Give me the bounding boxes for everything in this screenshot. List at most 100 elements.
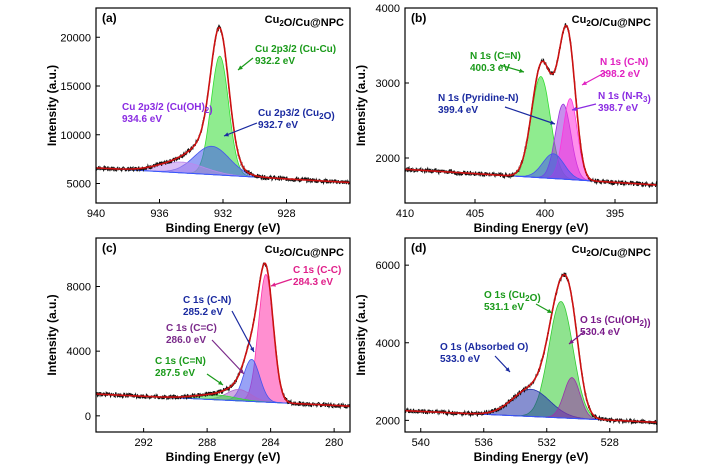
plot-area bbox=[405, 22, 657, 189]
panel-label: (d) bbox=[411, 241, 426, 255]
x-tick-label: 528 bbox=[601, 437, 619, 449]
annotation-arrowhead bbox=[224, 132, 229, 137]
plot-area bbox=[96, 262, 350, 410]
annotation-energy: 932.7 eV bbox=[258, 120, 298, 131]
annotation-arrow bbox=[504, 106, 556, 125]
panel-title: Cu2O/Cu@NPC bbox=[572, 14, 651, 29]
x-tick-label: 932 bbox=[214, 208, 232, 220]
plot-area bbox=[96, 24, 350, 186]
panel-title: Cu2O/Cu@NPC bbox=[265, 244, 344, 259]
peak-annotation: O 1s (Cu(OH2))530.4 eV bbox=[568, 315, 651, 345]
annotation-arrow bbox=[223, 122, 258, 137]
panel-label: (c) bbox=[102, 241, 117, 255]
annotation-energy: 398.7 eV bbox=[598, 103, 638, 114]
x-tick-label: 405 bbox=[466, 208, 484, 220]
plot-area bbox=[405, 272, 657, 426]
peak-annotation: O 1s (Absorbed O)533.0 eV bbox=[440, 342, 528, 373]
component-peak bbox=[96, 145, 350, 183]
x-tick-label: 280 bbox=[325, 437, 343, 449]
x-axis-label: Binding Energy (eV) bbox=[474, 450, 589, 464]
annotation-arrowhead bbox=[249, 347, 254, 352]
plot-frame bbox=[404, 7, 658, 204]
y-tick-label: 10000 bbox=[60, 130, 91, 142]
y-tick-label: 4000 bbox=[376, 3, 400, 15]
plot-frame bbox=[404, 237, 658, 433]
annotation-name: Cu 2p3/2 (Cu-Cu) bbox=[255, 44, 336, 55]
annotation-arrowhead bbox=[239, 369, 244, 374]
panel-c: 292 288 284 280 0 4000 8000 Binding Energy (eV)… bbox=[45, 237, 351, 464]
annotation-arrowhead bbox=[505, 367, 510, 372]
annotation-energy: 285.2 eV bbox=[183, 307, 223, 318]
annotation-energy: 934.6 eV bbox=[122, 114, 162, 125]
annotation-name: C 1s (C-C) bbox=[293, 265, 341, 276]
x-tick-label: 936 bbox=[150, 208, 168, 220]
panel-d: 540 536 532 528 2000 4000 6000 Binding Energy (… bbox=[354, 237, 658, 464]
panel-a: 940 936 932 928 5000 10000 15000 20000 Binding E… bbox=[45, 7, 351, 235]
annotation-arrowhead bbox=[218, 380, 223, 385]
x-tick-label: 928 bbox=[277, 208, 295, 220]
peak-annotation: N 1s (Pyridine-N)399.4 eV bbox=[438, 93, 556, 125]
peak-annotation: C 1s (C=N)287.5 eV bbox=[155, 356, 224, 386]
y-tick-label: 5000 bbox=[67, 179, 91, 191]
y-tick-label: 6000 bbox=[376, 260, 400, 272]
annotation-energy: 531.1 eV bbox=[484, 302, 524, 313]
annotation-name: C 1s (C=N) bbox=[155, 356, 206, 367]
peak-annotation: C 1s (C=C)286.0 eV bbox=[166, 323, 245, 375]
annotation-energy: 287.5 eV bbox=[155, 368, 195, 379]
annotation-arrow bbox=[231, 310, 255, 353]
annotation-energy: 533.0 eV bbox=[440, 354, 480, 365]
annotation-arrowhead bbox=[519, 68, 524, 73]
y-tick-label: 3000 bbox=[376, 78, 400, 90]
annotation-energy: 530.4 eV bbox=[580, 327, 620, 338]
annotation-name: O 1s (Cu2O) bbox=[484, 290, 541, 304]
raw-spectrum-line bbox=[96, 262, 350, 410]
fitted-envelope-line bbox=[96, 26, 350, 184]
x-tick-label: 940 bbox=[87, 208, 105, 220]
annotation-arrowhead bbox=[547, 308, 552, 313]
annotation-arrowhead bbox=[569, 339, 574, 344]
peak-annotation: C 1s (C-N)285.2 eV bbox=[183, 295, 255, 353]
y-tick-label: 0 bbox=[85, 411, 91, 423]
annotation-arrowhead bbox=[238, 65, 243, 70]
annotation-arrowhead bbox=[582, 80, 587, 85]
x-tick-label: 395 bbox=[606, 208, 624, 220]
y-axis-label: Intensity (a.u.) bbox=[45, 65, 59, 146]
peak-annotation: N 1s (C-N)398.2 eV bbox=[581, 57, 648, 86]
annotation-name: N 1s (C=N) bbox=[470, 51, 521, 62]
x-tick-label: 540 bbox=[412, 437, 430, 449]
y-axis-label: Intensity (a.u.) bbox=[45, 294, 59, 375]
x-axis-label: Binding Energy (eV) bbox=[474, 221, 589, 235]
panel-title: Cu2O/Cu@NPC bbox=[572, 244, 651, 259]
x-tick-label: 400 bbox=[536, 208, 554, 220]
x-tick-label: 536 bbox=[475, 437, 493, 449]
annotation-name: C 1s (C-N) bbox=[183, 295, 231, 306]
x-tick-label: 292 bbox=[134, 437, 152, 449]
annotation-arrow bbox=[211, 339, 245, 375]
y-tick-label: 4000 bbox=[376, 338, 400, 350]
annotation-name: O 1s (Absorbed O) bbox=[440, 342, 528, 353]
y-tick-label: 8000 bbox=[67, 282, 91, 294]
annotation-energy: 398.2 eV bbox=[600, 69, 640, 80]
panel-title: Cu2O/Cu@NPC bbox=[265, 14, 344, 29]
annotation-name: N 1s (Pyridine-N) bbox=[438, 93, 519, 104]
annotation-energy: 932.2 eV bbox=[255, 56, 295, 67]
x-tick-label: 288 bbox=[198, 437, 216, 449]
annotation-energy: 286.0 eV bbox=[166, 335, 206, 346]
fitted-envelope-line bbox=[405, 273, 657, 424]
x-tick-label: 284 bbox=[261, 437, 279, 449]
peak-annotation: O 1s (Cu2O)531.1 eV bbox=[484, 290, 553, 314]
plot-frame bbox=[95, 237, 351, 433]
annotation-name: O 1s (Cu(OH2)) bbox=[580, 315, 651, 329]
fitted-envelope-line bbox=[405, 24, 657, 186]
panel-b: 410 405 400 395 2000 3000 4000 Binding Energy (… bbox=[354, 3, 658, 235]
annotation-energy: 400.3 eV bbox=[470, 63, 510, 74]
component-peak bbox=[405, 388, 657, 423]
y-tick-label: 15000 bbox=[60, 81, 91, 93]
annotation-name: N 1s (N-R3) bbox=[598, 91, 651, 105]
y-axis-label: Intensity (a.u.) bbox=[354, 65, 368, 146]
y-tick-label: 4000 bbox=[67, 346, 91, 358]
x-axis-label: Binding Energy (eV) bbox=[166, 450, 281, 464]
peak-annotation: N 1s (N-R3)398.7 eV bbox=[571, 91, 651, 114]
y-tick-label: 20000 bbox=[60, 32, 91, 44]
